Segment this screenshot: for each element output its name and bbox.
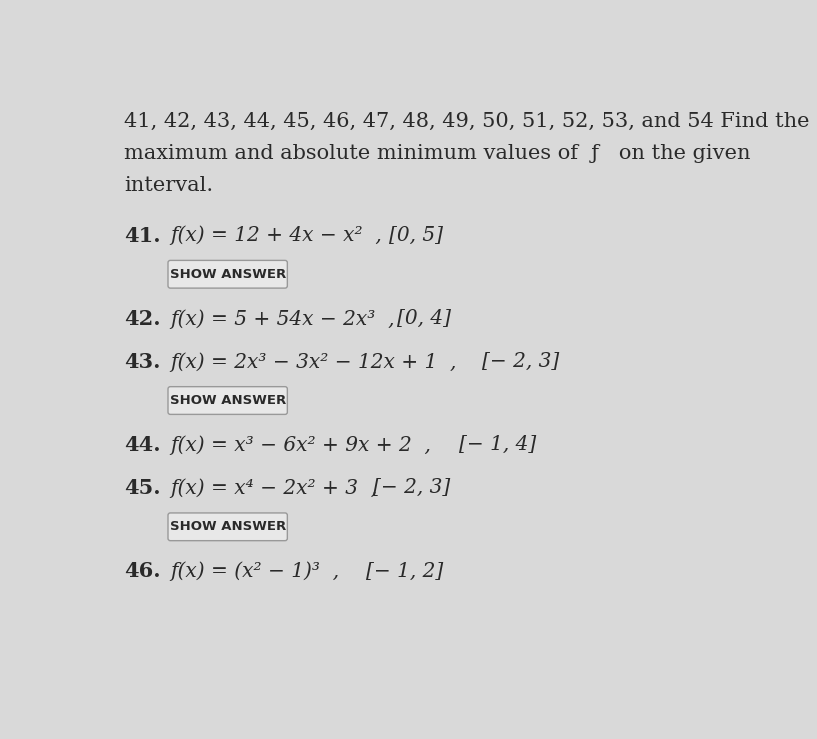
Text: [− 2, 3]: [− 2, 3] [373,478,451,497]
Text: 45.: 45. [124,478,160,498]
Text: interval.: interval. [124,177,213,195]
Text: f(x) = (x² − 1)³  ,: f(x) = (x² − 1)³ , [170,562,339,581]
Text: 43.: 43. [124,352,160,372]
Text: f(x) = x⁴ − 2x² + 3  ,: f(x) = x⁴ − 2x² + 3 , [170,478,377,498]
FancyBboxPatch shape [168,513,288,541]
Text: [0, 4]: [0, 4] [396,309,451,328]
Text: 46.: 46. [124,562,160,582]
Text: maximum and absolute minimum values of  ƒ   on the given: maximum and absolute minimum values of ƒ… [124,144,750,163]
Text: f(x) = 2x³ − 3x² − 12x + 1  ,: f(x) = 2x³ − 3x² − 12x + 1 , [170,352,457,372]
Text: 42.: 42. [124,309,160,329]
Text: f(x) = 12 + 4x − x²  ,: f(x) = 12 + 4x − x² , [170,225,382,245]
Text: 44.: 44. [124,435,160,455]
Text: f(x) = x³ − 6x² + 9x + 2  ,: f(x) = x³ − 6x² + 9x + 2 , [170,435,431,454]
FancyBboxPatch shape [168,386,288,415]
Text: SHOW ANSWER: SHOW ANSWER [170,520,286,534]
Text: 41.: 41. [124,225,160,246]
Text: SHOW ANSWER: SHOW ANSWER [170,394,286,407]
Text: [− 2, 3]: [− 2, 3] [482,352,559,371]
FancyBboxPatch shape [168,260,288,288]
Text: f(x) = 5 + 54x − 2x³  ,: f(x) = 5 + 54x − 2x³ , [170,309,395,329]
Text: 41, 42, 43, 44, 45, 46, 47, 48, 49, 50, 51, 52, 53, and 54 Find the absolute: 41, 42, 43, 44, 45, 46, 47, 48, 49, 50, … [124,112,817,131]
Text: SHOW ANSWER: SHOW ANSWER [170,268,286,281]
Text: [− 1, 2]: [− 1, 2] [366,562,443,580]
Text: [− 1, 4]: [− 1, 4] [458,435,536,454]
Text: [0, 5]: [0, 5] [389,225,443,245]
